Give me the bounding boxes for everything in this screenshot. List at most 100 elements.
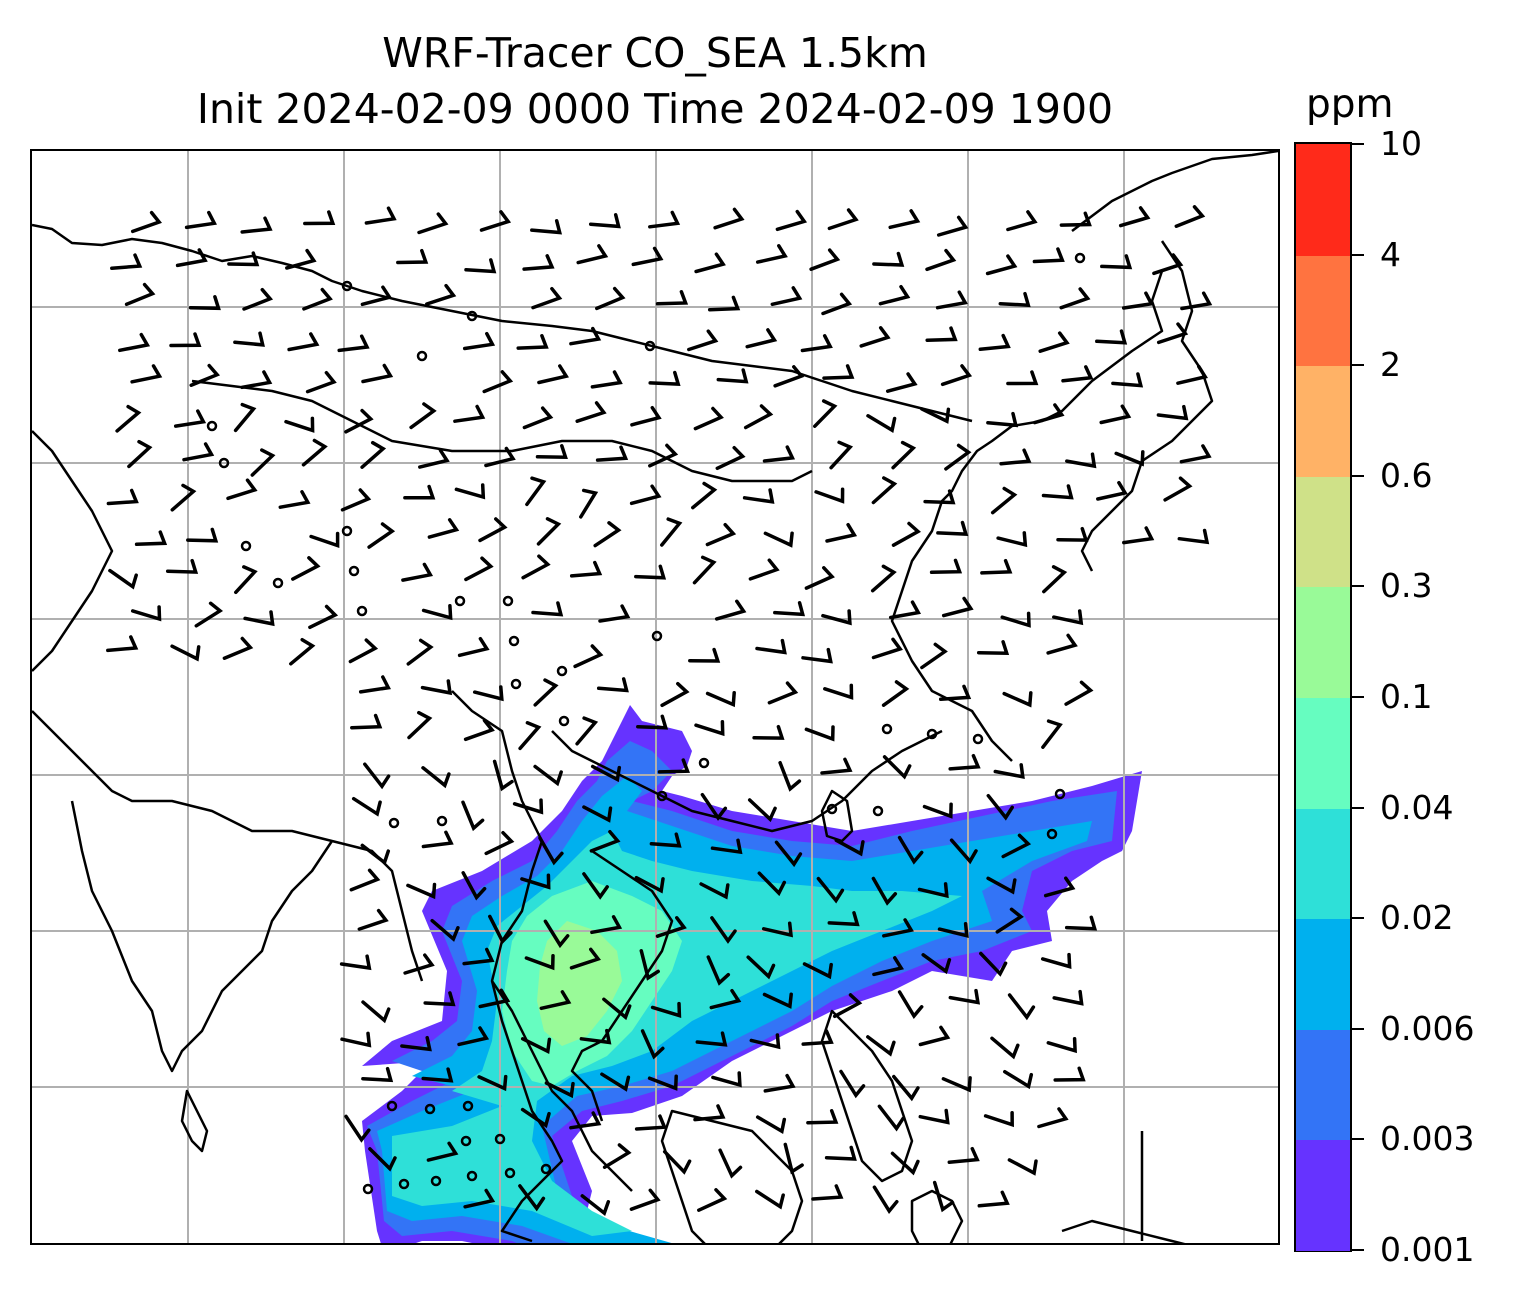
wind-barb <box>170 483 197 512</box>
wind-barb <box>692 555 717 585</box>
wind-barb <box>596 677 629 693</box>
wind-barb <box>173 409 207 428</box>
wind-barb <box>130 210 162 234</box>
wind-barb <box>1001 833 1032 859</box>
wind-barb <box>697 1188 728 1212</box>
wind-barb <box>106 488 139 506</box>
wind-barb <box>878 284 911 306</box>
colorbar-segment <box>1296 1028 1350 1141</box>
colorbar-tick-label: 0.001 <box>1380 1230 1475 1269</box>
calm-wind-circle <box>430 1175 442 1187</box>
wind-barb <box>714 599 747 621</box>
wind-barb <box>368 1147 397 1172</box>
plume-level-0.1 <box>537 921 622 1046</box>
colorbar-tick-label: 0.1 <box>1380 677 1433 716</box>
wind-barb <box>518 1184 546 1212</box>
wind-barb <box>182 442 215 462</box>
wind-barb <box>463 718 495 742</box>
wind-barb <box>1033 403 1065 425</box>
wind-barb <box>130 605 162 622</box>
colorbar-tick-label: 10 <box>1380 124 1422 163</box>
wind-barb <box>602 1143 632 1169</box>
calm-wind-circle <box>502 595 514 607</box>
wind-barb <box>1002 691 1033 708</box>
wind-barb <box>1174 205 1206 228</box>
wind-barb <box>520 873 551 890</box>
calm-wind-circle <box>462 1100 474 1112</box>
calm-wind-circle <box>348 565 360 577</box>
coast-japan <box>1080 240 1214 572</box>
wind-barb <box>302 287 333 311</box>
wind-barb <box>936 520 969 536</box>
wind-barb <box>421 1067 454 1083</box>
wind-barb <box>539 990 572 1011</box>
wind-barb <box>1052 989 1084 1006</box>
wind-barb <box>421 830 454 849</box>
wind-barb <box>774 840 803 868</box>
wind-barb <box>979 951 1008 977</box>
wind-barb <box>403 953 435 975</box>
wind-barb <box>885 372 918 393</box>
wind-barb <box>108 568 138 590</box>
wind-barb <box>742 488 775 504</box>
wind-barb <box>872 251 905 267</box>
colorbar-tick-label: 0.04 <box>1380 787 1454 827</box>
wind-barb <box>752 724 785 740</box>
wind-barb <box>748 558 780 581</box>
wind-barb <box>882 918 914 938</box>
coast-india <box>32 710 424 982</box>
wind-barb <box>824 1145 857 1161</box>
wind-barb <box>590 370 623 389</box>
chart-title: WRF-Tracer CO_SEA 1.5km <box>382 29 928 77</box>
wind-barb <box>715 445 746 471</box>
wind-barb <box>227 251 260 267</box>
wind-barb <box>285 248 317 270</box>
wind-barb <box>544 1081 575 1099</box>
wind-barb <box>763 531 794 548</box>
wind-barb <box>194 601 224 628</box>
wind-barb <box>757 871 787 897</box>
wind-barb <box>595 286 626 311</box>
wind-barb <box>130 364 163 384</box>
colorbar-segment <box>1296 365 1350 477</box>
wind-barb <box>479 210 512 232</box>
wind-barb <box>655 290 689 306</box>
wind-barb <box>941 1076 972 1093</box>
coast-sulawesi <box>910 1189 964 1243</box>
wind-barb <box>308 604 339 630</box>
wind-barb <box>1180 291 1213 311</box>
wind-barb <box>575 401 607 423</box>
wind-barb <box>832 993 863 1019</box>
wind-barb <box>243 610 275 627</box>
wind-barb <box>361 1000 391 1024</box>
wind-barb <box>340 1031 372 1048</box>
colorbar-tick <box>1352 364 1364 367</box>
wind-barb <box>804 725 835 742</box>
wind-barb <box>888 209 921 230</box>
wind-barb <box>986 876 1017 895</box>
wind-barb <box>993 763 1025 779</box>
wind-barb <box>344 1114 371 1143</box>
wind-barb <box>1152 253 1184 276</box>
map-canvas <box>32 151 1278 1243</box>
map-panel[interactable] <box>30 149 1280 1245</box>
wind-barb <box>705 690 736 708</box>
wind-barb <box>882 755 912 780</box>
wind-barb <box>582 872 609 900</box>
calm-wind-circle <box>218 457 230 469</box>
wind-barb <box>629 1188 661 1211</box>
wind-barb <box>1038 331 1070 353</box>
wind-barb <box>400 1035 432 1052</box>
wind-barb <box>985 254 1018 276</box>
wind-barb <box>767 681 799 705</box>
calm-wind-circle <box>872 805 884 817</box>
colorbar-segment <box>1296 254 1350 367</box>
wind-barb <box>693 1104 726 1122</box>
wind-barb <box>170 644 201 662</box>
wind-barb <box>427 518 460 539</box>
wind-barb <box>1096 480 1128 501</box>
wind-barb <box>755 244 788 264</box>
wind-barb <box>533 678 559 707</box>
calm-wind-circle <box>556 665 568 677</box>
wind-barb <box>634 1114 668 1131</box>
